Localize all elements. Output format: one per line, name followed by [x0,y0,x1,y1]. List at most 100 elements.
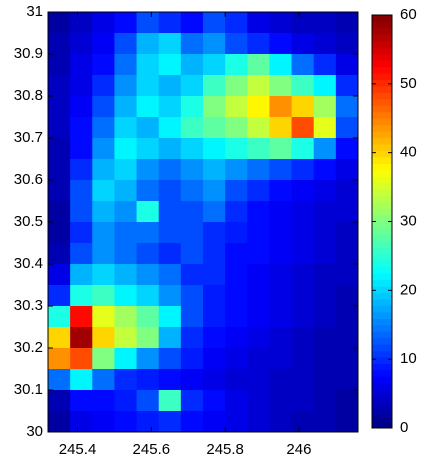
heatmap-cell [225,201,248,223]
heatmap-cell [313,54,337,76]
heatmap-cell [203,243,226,265]
heatmap-cell [269,348,293,370]
heatmap-cell [335,306,359,328]
axes: 245.4 245.6 245.8 246 30 30.1 30.2 30.3 30.4 30.5… [14,3,359,458]
heatmap-cell [180,327,204,349]
heatmap-cell [48,33,71,55]
heatmap-cell [247,243,270,265]
heatmap-cell [48,327,71,349]
colorbar-swatch [372,15,392,22]
colorbar-tick-label: 10 [400,350,417,367]
heatmap-cell [180,12,204,34]
heatmap-cell [225,180,248,202]
heatmap-cell [269,264,293,286]
heatmap-cell [225,243,248,265]
heatmap-cell [92,222,115,244]
heatmap-cell [70,96,93,118]
colorbar-swatch [372,34,392,42]
colorbar-swatch [372,344,392,352]
heatmap-cell [136,75,160,97]
colorbar-swatch [372,47,392,55]
colorbar-swatch [372,92,392,100]
y-tick-label: 30 [26,423,43,440]
heatmap-cell [136,138,160,160]
heatmap-cell [114,117,138,139]
heatmap-cell [92,264,115,286]
heatmap-cell [225,138,248,160]
y-tick-label: 30.6 [14,171,43,188]
y-tick-label: 30.8 [14,87,43,104]
heatmap-cell [291,348,315,370]
heatmap-cell [313,369,337,391]
heatmap-cell [247,369,270,391]
colorbar-swatch [372,415,392,423]
heatmap-cell [247,180,270,202]
colorbar-tick-label: 20 [400,281,417,298]
heatmap-cell [158,348,182,370]
colorbar-swatch [372,79,392,87]
heatmap-cell [48,306,71,328]
heatmap-cell [136,54,160,76]
heatmap-cell [313,180,337,202]
heatmap-cell [203,327,226,349]
heatmap-cell [313,264,337,286]
heatmap-cell [70,348,93,370]
heatmap-cell [247,138,270,160]
heatmap-cell [225,54,248,76]
heatmap-cell [158,285,182,307]
colorbar-swatch [372,389,392,397]
heatmap-cell [247,54,270,76]
heatmap-cell [247,306,270,328]
heatmap-cell [48,54,71,76]
colorbar-swatch [372,363,392,371]
heatmap-cell [335,348,359,370]
heatmap-cell [313,306,337,328]
heatmap-cell [269,222,293,244]
heatmap-cell [225,75,248,97]
heatmap-cell [136,222,160,244]
colorbar-swatch [372,176,392,184]
heatmap-cell [180,348,204,370]
heatmap-cell [136,411,160,433]
heatmap-cell [70,159,93,181]
heatmap-cell [180,264,204,286]
heatmap-cell [225,264,248,286]
heatmap-cell [70,201,93,223]
heatmap-cell [225,285,248,307]
heatmap-cell [269,201,293,223]
heatmap-cell [180,96,204,118]
colorbar-swatch [372,260,392,268]
heatmap-cell [136,243,160,265]
heatmap-cell [335,411,359,433]
heatmap-cell [180,411,204,433]
heatmap-cell [70,54,93,76]
heatmap-cell [70,243,93,265]
heatmap-cell [247,348,270,370]
heatmap-cell [48,369,71,391]
heatmap-cell [225,327,248,349]
y-tick-label: 30.7 [14,129,43,146]
heatmap-cell [313,33,337,55]
heatmap-cell [92,201,115,223]
colorbar-swatch [372,27,392,35]
heatmap-cell [313,96,337,118]
heatmap-cell [136,348,160,370]
heatmap-cell [225,411,248,433]
heatmap-cell [335,390,359,412]
colorbar-swatch [372,369,392,377]
heatmap-cell [335,243,359,265]
heatmap-cell [92,390,115,412]
heatmap-cell [247,96,270,118]
heatmap-cell [158,12,182,34]
heatmap-cell [313,243,337,265]
colorbar-swatch [372,311,392,319]
colorbar-swatch [372,215,392,222]
heatmap-cell [70,75,93,97]
colorbar-swatch [372,21,392,29]
heatmap-cell [180,390,204,412]
heatmap-cell [247,12,270,34]
heatmap-cell [70,285,93,307]
heatmap-cell [70,306,93,328]
colorbar-swatch [372,150,392,158]
heatmap-cell [291,411,315,433]
